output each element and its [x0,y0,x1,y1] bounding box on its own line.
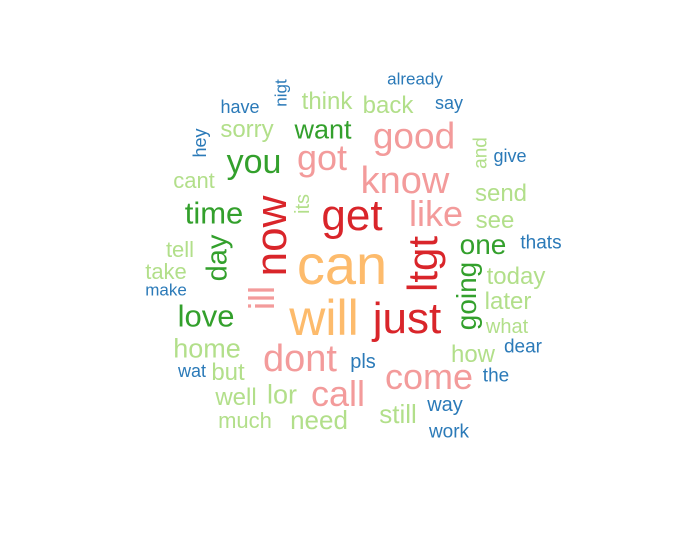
word-how: how [450,341,496,368]
word-cant: cant [173,168,215,193]
word-make: make [145,280,187,300]
word-hey: hey [190,128,210,158]
word-can: can [296,233,388,296]
word-today: today [486,263,546,290]
word-ill: ill [241,286,282,310]
word-pls: pls [350,351,376,373]
word-have: have [220,97,260,117]
word-dear: dear [503,336,543,358]
word-but: but [211,359,245,386]
word-much: much [218,408,272,433]
word-will: will [289,290,359,346]
word-say: say [434,93,464,113]
word-later: later [484,288,532,315]
word-know: know [360,160,450,202]
word-the: the [482,365,510,387]
word-what: what [485,316,529,338]
word-send: send [474,180,528,207]
word-like: like [408,193,464,234]
word-its: its [292,194,314,214]
word-lor: lor [266,379,298,410]
word-back: back [362,92,414,119]
word-get: get [321,191,383,240]
word-call: call [310,373,366,414]
word-now: now [247,195,296,277]
word-already: already [387,69,443,89]
word-home: home [173,333,241,364]
word-got: got [296,137,348,178]
word-way: way [427,394,463,416]
word-well: well [215,384,257,411]
word-take: take [145,259,187,284]
word-see: see [475,207,515,234]
word-still: still [379,399,417,429]
word-one: one [459,229,507,260]
word-wat: wat [177,361,207,381]
word-just: just [372,294,442,343]
word-dont: dont [263,338,337,380]
word-work: work [428,421,470,443]
word-want: want [294,114,352,145]
word-ltgt: ltgt [399,235,446,293]
word-love: love [177,298,235,334]
word-sorry: sorry [220,116,274,143]
word-thats: thats [520,232,562,254]
word-time: time [184,195,244,231]
word-tell: tell [165,237,195,262]
word-and: and [470,137,492,169]
word-good: good [372,115,456,157]
word-going: going [451,261,482,331]
word-think: think [301,88,353,115]
word-nigt: nigt [271,79,291,107]
word-you: you [226,143,282,181]
word-come: come [384,356,474,397]
word-need: need [290,405,348,435]
word-give: give [493,146,527,166]
word-day: day [201,234,234,282]
